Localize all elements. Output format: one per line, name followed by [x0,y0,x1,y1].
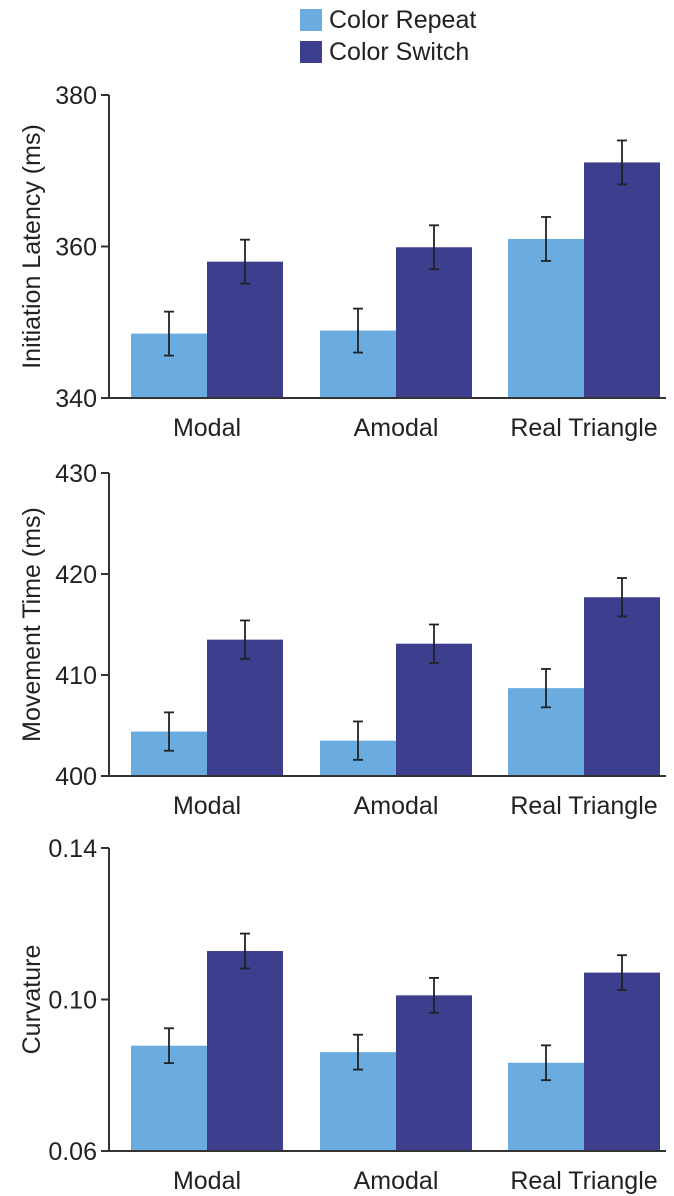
bar-color-switch-amodal [396,247,472,398]
error-bar-color-repeat-amodal [353,307,363,354]
x-tick-label-real-triangle: Real Triangle [510,414,657,442]
y-axis-title: Movement Time (ms) [18,507,46,742]
y-tick-label: 0.10 [48,987,97,1015]
chart-legend: Color Repeat Color Switch [300,4,476,68]
bar-color-repeat-real-triangle [508,238,584,398]
error-bar-color-switch-modal [240,932,250,970]
bar-color-switch-modal [207,639,283,776]
x-tick-label-amodal: Amodal [354,1167,439,1195]
x-tick-label-real-triangle: Real Triangle [510,792,657,820]
y-axis-title: Initiation Latency (ms) [18,124,46,369]
y-tick-label: 430 [55,460,97,488]
error-bar-color-switch-amodal [429,977,439,1014]
x-tick-label-amodal: Amodal [354,792,439,820]
y-tick-label: 410 [55,662,97,690]
error-bar-color-switch-amodal [429,623,439,664]
bar-color-switch-real-triangle [584,972,660,1151]
error-bar-color-switch-modal [240,619,250,660]
x-tick-label-modal: Modal [173,792,241,820]
error-bar-color-repeat-modal [164,310,174,357]
error-bar-color-repeat-amodal [353,720,363,761]
error-bar-color-repeat-real-triangle [541,668,551,709]
legend-swatch-color-switch [300,41,322,63]
y-tick-label: 360 [55,234,97,262]
y-tick-label: 420 [55,561,97,589]
y-tick-label: 0.14 [48,835,97,863]
error-bar-color-repeat-real-triangle [541,216,551,262]
legend-swatch-color-repeat [300,9,322,31]
x-tick-label-modal: Modal [173,1167,241,1195]
error-bar-color-switch-real-triangle [617,577,627,618]
y-axis-title: Curvature [18,945,46,1055]
bar-color-switch-amodal [396,995,472,1151]
bar-color-switch-amodal [396,643,472,776]
legend-label-color-switch: Color Switch [329,37,470,66]
error-bar-color-repeat-real-triangle [541,1044,551,1082]
error-bar-color-switch-modal [240,238,250,285]
x-tick-label-amodal: Amodal [354,414,439,442]
legend-label-color-repeat: Color Repeat [329,5,477,34]
error-bar-color-repeat-modal [164,711,174,752]
error-bar-color-switch-amodal [429,224,439,271]
bar-color-switch-real-triangle [584,162,660,398]
x-tick-label-modal: Modal [173,414,241,442]
error-bar-color-repeat-amodal [353,1033,363,1071]
y-tick-label: 0.06 [48,1138,97,1166]
error-bar-color-repeat-modal [164,1027,174,1065]
error-bar-color-switch-real-triangle [617,954,627,991]
bar-color-switch-modal [207,951,283,1151]
y-tick-label: 400 [55,763,97,791]
legend-item-color-switch: Color Switch [300,36,476,68]
bar-color-switch-real-triangle [584,597,660,776]
y-tick-label: 340 [55,385,97,413]
x-tick-label-real-triangle: Real Triangle [510,1167,657,1195]
y-tick-label: 380 [55,82,97,110]
error-bar-color-switch-real-triangle [617,139,627,186]
legend-item-color-repeat: Color Repeat [300,4,476,36]
